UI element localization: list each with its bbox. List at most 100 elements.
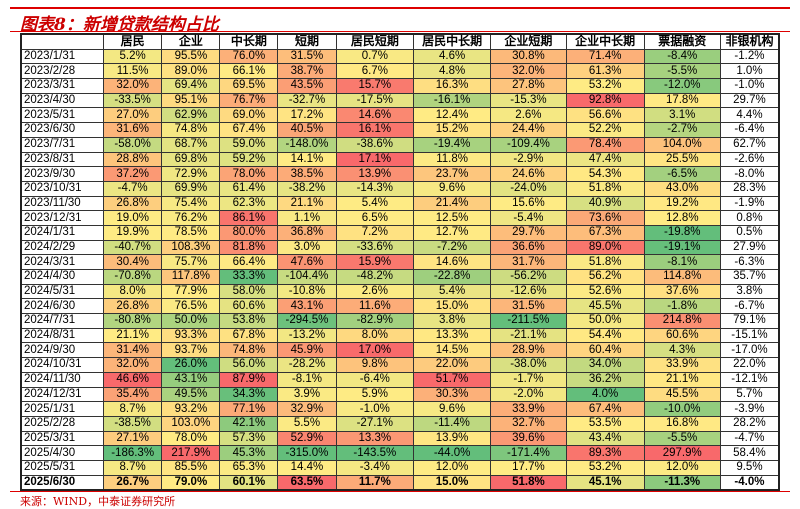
date-cell: 2023/4/30 <box>20 92 104 109</box>
value-cell: -2.9% <box>490 151 567 168</box>
value-cell: 37.2% <box>102 166 163 182</box>
value-cell: -12.1% <box>719 371 780 388</box>
value-cell: 15.0% <box>413 298 492 315</box>
table-row: 2023/10/31 -4.7% 69.9% 61.4% -38.2% -14.3% 9.6… <box>20 180 780 197</box>
value-cell: -1.0% <box>335 401 415 417</box>
value-cell: 17.7% <box>490 459 567 476</box>
value-cell: 93.7% <box>161 342 221 359</box>
value-cell: 117.8% <box>161 269 221 285</box>
column-header: 票据融资 <box>643 33 721 50</box>
value-cell: -40.7% <box>102 239 163 256</box>
value-cell: -14.3% <box>335 180 415 197</box>
date-cell: 2023/11/30 <box>20 195 104 212</box>
value-cell: 15.2% <box>413 122 492 138</box>
value-cell: 67.4% <box>219 122 279 138</box>
value-cell: 85.5% <box>161 459 221 476</box>
top-rule <box>10 7 790 9</box>
value-cell: -2.6% <box>719 151 780 168</box>
value-cell: 73.6% <box>565 210 645 226</box>
value-cell: -15.1% <box>719 327 780 344</box>
value-cell: 40.9% <box>565 195 645 212</box>
value-cell: 31.5% <box>277 48 337 65</box>
value-cell: 29.7% <box>719 92 780 109</box>
value-cell: 3.8% <box>719 283 780 300</box>
value-cell: -82.9% <box>335 313 415 329</box>
table-row: 2023/7/31 -58.0% 68.7% 59.0% -148.0% -38.6% -1… <box>20 136 780 153</box>
value-cell: -6.4% <box>335 371 415 388</box>
value-cell: 12.8% <box>643 210 721 226</box>
value-cell: -38.0% <box>490 357 567 373</box>
value-cell: 31.6% <box>102 122 163 138</box>
table-row: 2025/1/31 8.7% 93.2% 77.1% 32.9% -1.0% 9.6% 33.… <box>20 401 780 417</box>
value-cell: 43.0% <box>643 180 721 197</box>
value-cell: -38.5% <box>102 415 163 432</box>
value-cell: 11.8% <box>413 151 492 168</box>
table-row: 2024/12/31 35.4% 49.5% 34.3% 3.9% 5.9% 30.3% -2… <box>20 386 780 403</box>
table-row: 2024/10/31 32.0% 26.0% 56.0% -28.2% 9.8% 22.0%… <box>20 357 780 373</box>
value-cell: 86.1% <box>219 210 279 226</box>
figure-title: 图表8：新增贷款结构占比 <box>20 15 219 35</box>
table-row: 2023/4/30 -33.5% 95.1% 76.7% -32.7% -17.5% -16… <box>20 92 780 109</box>
value-cell: 0.5% <box>719 224 780 241</box>
value-cell: -44.0% <box>413 445 492 461</box>
value-cell: 33.3% <box>219 269 279 285</box>
value-cell: 1.0% <box>719 63 780 80</box>
value-cell: 69.9% <box>161 180 221 197</box>
value-cell: 12.0% <box>413 459 492 476</box>
value-cell: 69.8% <box>161 151 221 168</box>
value-cell: 31.5% <box>490 298 567 315</box>
value-cell: 22.0% <box>413 357 492 373</box>
value-cell: -4.0% <box>719 474 780 491</box>
value-cell: 28.2% <box>719 415 780 432</box>
value-cell: -33.5% <box>102 92 163 109</box>
value-cell: 89.0% <box>161 63 221 80</box>
date-cell: 2023/9/30 <box>20 166 104 182</box>
value-cell: 13.9% <box>413 430 492 447</box>
value-cell: 8.7% <box>102 401 163 417</box>
value-cell: 13.3% <box>335 430 415 447</box>
date-cell: 2025/4/30 <box>20 445 104 461</box>
value-cell: 69.0% <box>219 107 279 124</box>
value-cell: -171.4% <box>490 445 567 461</box>
value-cell: 297.9% <box>643 445 721 461</box>
value-cell: 76.2% <box>161 210 221 226</box>
value-cell: 15.0% <box>413 474 492 491</box>
value-cell: 19.0% <box>102 210 163 226</box>
value-cell: 11.7% <box>335 474 415 491</box>
value-cell: 26.8% <box>102 298 163 315</box>
value-cell: -6.3% <box>719 254 780 270</box>
value-cell: 58.4% <box>719 445 780 461</box>
value-cell: -211.5% <box>490 313 567 329</box>
date-cell: 2024/6/30 <box>20 298 104 315</box>
value-cell: -19.4% <box>413 136 492 153</box>
value-cell: 217.9% <box>161 445 221 461</box>
value-cell: 28.8% <box>102 151 163 168</box>
value-cell: 78.0% <box>161 430 221 447</box>
value-cell: -11.3% <box>643 474 721 491</box>
value-cell: 27.9% <box>719 239 780 256</box>
date-cell: 2024/9/30 <box>20 342 104 359</box>
value-cell: 81.8% <box>219 239 279 256</box>
date-cell: 2023/3/31 <box>20 78 104 94</box>
table-row: 2024/11/30 46.6% 43.1% 87.9% -8.1% -6.4% 51.7%… <box>20 371 780 388</box>
value-cell: 43.1% <box>161 371 221 388</box>
column-header: 中长期 <box>219 33 279 50</box>
value-cell: -186.3% <box>102 445 163 461</box>
value-cell: -24.0% <box>490 180 567 197</box>
value-cell: -4.7% <box>102 180 163 197</box>
column-header: 企业短期 <box>490 33 567 50</box>
date-cell: 2023/5/31 <box>20 107 104 124</box>
value-cell: -12.0% <box>643 78 721 94</box>
table-row: 2023/11/30 26.8% 75.4% 62.3% 21.1% 5.4% 21.4% 1… <box>20 195 780 212</box>
value-cell: 114.8% <box>643 269 721 285</box>
value-cell: 32.0% <box>102 357 163 373</box>
bottom-rule <box>10 491 790 492</box>
value-cell: 21.1% <box>277 195 337 212</box>
value-cell: -148.0% <box>277 136 337 153</box>
value-cell: 78.5% <box>161 224 221 241</box>
value-cell: 30.8% <box>490 48 567 65</box>
value-cell: 8.7% <box>102 459 163 476</box>
value-cell: 59.2% <box>219 151 279 168</box>
table-row: 2023/1/31 5.2% 95.5% 76.0% 31.5% 0.7% 4.6% 30.8… <box>20 48 780 65</box>
table-row: 2023/12/31 19.0% 76.2% 86.1% 1.1% 6.5% 12.5% -5… <box>20 210 780 226</box>
